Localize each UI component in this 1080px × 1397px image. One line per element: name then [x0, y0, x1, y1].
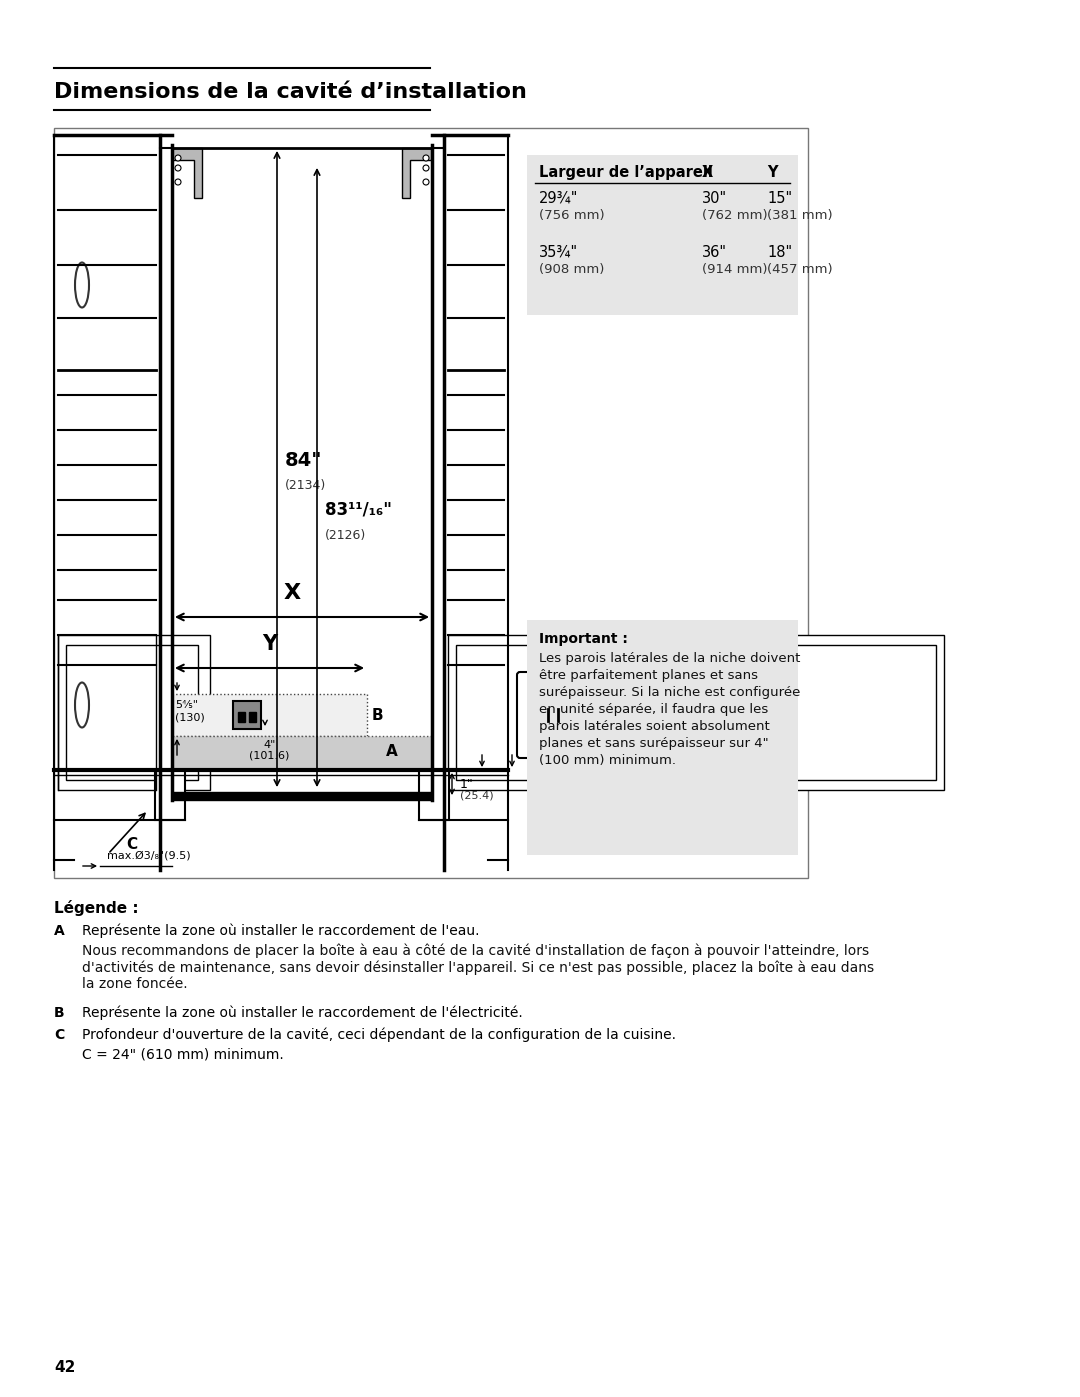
Text: (908 mm): (908 mm) [539, 263, 605, 277]
Ellipse shape [75, 263, 89, 307]
Text: (25.4): (25.4) [460, 791, 494, 800]
Ellipse shape [75, 683, 89, 728]
Bar [172, 792, 432, 800]
Text: (381 mm): (381 mm) [767, 210, 833, 222]
Circle shape [539, 701, 567, 729]
Text: 4": 4" [264, 740, 275, 750]
Text: Représente la zone où installer le raccordement de l'électricité.: Représente la zone où installer le racco… [82, 1006, 523, 1020]
Text: max.Ø3/₈"(9.5): max.Ø3/₈"(9.5) [107, 849, 191, 861]
Text: (756 mm): (756 mm) [539, 210, 605, 222]
Text: 83¹¹/₁₆": 83¹¹/₁₆" [325, 502, 392, 520]
Text: X: X [702, 165, 713, 180]
FancyBboxPatch shape [517, 672, 588, 759]
Text: 1": 1" [460, 778, 474, 791]
Text: C = 24" (610 mm) minimum.: C = 24" (610 mm) minimum. [82, 1048, 284, 1062]
Text: 5⅘": 5⅘" [175, 700, 198, 710]
Bar [58, 636, 210, 789]
Text: A: A [387, 745, 397, 760]
Text: B: B [54, 1006, 65, 1020]
Text: 18": 18" [767, 244, 792, 260]
Text: Nous recommandons de placer la boîte à eau à côté de la cavité d'installation de: Nous recommandons de placer la boîte à e… [82, 944, 874, 992]
Text: (457 mm): (457 mm) [767, 263, 833, 277]
Bar [527, 620, 798, 855]
Text: Largeur de l’appareil: Largeur de l’appareil [539, 165, 713, 180]
Text: 15": 15" [767, 191, 792, 205]
Circle shape [423, 155, 429, 161]
Text: Les parois latérales de la niche doivent
être parfaitement planes et sans
surépa: Les parois latérales de la niche doivent… [539, 652, 800, 767]
Text: (914 mm): (914 mm) [702, 263, 768, 277]
Text: A: A [54, 923, 65, 937]
Text: Important :: Important : [539, 631, 627, 645]
Polygon shape [402, 148, 432, 198]
Text: (2126): (2126) [325, 528, 366, 542]
Bar [419, 770, 449, 820]
Text: Représente la zone où installer le raccordement de l'eau.: Représente la zone où installer le racco… [82, 923, 480, 939]
Text: (130): (130) [175, 712, 205, 722]
Circle shape [530, 693, 575, 738]
Text: 42: 42 [54, 1361, 76, 1375]
Text: X: X [283, 583, 300, 604]
Text: 29¾": 29¾" [539, 191, 579, 205]
Text: Y: Y [767, 165, 778, 180]
Bar [172, 694, 367, 736]
Text: Profondeur d'ouverture de la cavité, ceci dépendant de la configuration de la cu: Profondeur d'ouverture de la cavité, cec… [82, 1028, 676, 1042]
Circle shape [175, 179, 181, 184]
Bar [66, 645, 198, 780]
Text: Légende :: Légende : [54, 900, 138, 916]
Text: C: C [54, 1028, 64, 1042]
Bar [172, 736, 432, 770]
Text: C: C [126, 837, 137, 852]
Text: (762 mm): (762 mm) [702, 210, 768, 222]
Text: 30": 30" [702, 191, 727, 205]
Bar [54, 129, 808, 877]
Text: 84": 84" [285, 450, 323, 469]
Circle shape [175, 155, 181, 161]
Circle shape [423, 179, 429, 184]
Text: (2134): (2134) [285, 479, 326, 492]
Bar [448, 636, 944, 789]
Text: Dimensions de la cavité d’installation: Dimensions de la cavité d’installation [54, 82, 527, 102]
Bar [456, 645, 936, 780]
Text: 35¾": 35¾" [539, 244, 578, 260]
Bar [156, 770, 185, 820]
Text: (101.6): (101.6) [249, 750, 289, 760]
Circle shape [175, 165, 181, 170]
Bar [527, 155, 798, 314]
Text: 36": 36" [702, 244, 727, 260]
Polygon shape [172, 148, 202, 198]
Text: Y: Y [262, 634, 278, 654]
Circle shape [423, 165, 429, 170]
Bar [238, 712, 245, 722]
Text: B: B [372, 707, 383, 722]
Bar [249, 712, 256, 722]
Bar [233, 701, 261, 729]
